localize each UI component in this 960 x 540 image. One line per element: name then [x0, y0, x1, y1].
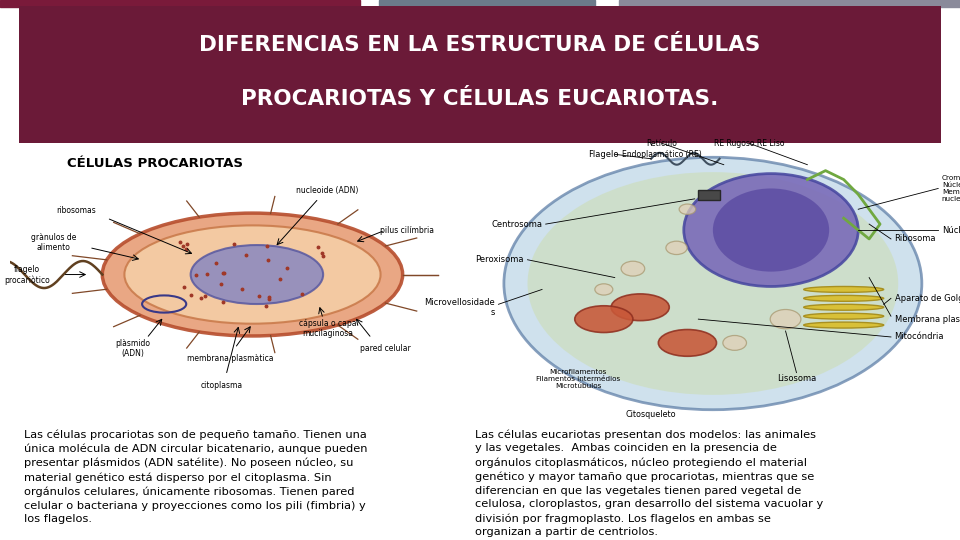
Text: cápsula o capa
mucilaginosa: cápsula o capa mucilaginosa — [299, 319, 356, 338]
Ellipse shape — [659, 329, 716, 356]
Text: PROCARIOTAS Y CÉLULAS EUCARIOTAS.: PROCARIOTAS Y CÉLULAS EUCARIOTAS. — [241, 89, 719, 109]
Text: RE Rugoso RE Liso: RE Rugoso RE Liso — [714, 139, 784, 148]
Ellipse shape — [125, 225, 380, 323]
Bar — [0, 0, 360, 7]
Text: Aparato de Golgi: Aparato de Golgi — [895, 294, 960, 303]
Text: flagelo
procariòtico: flagelo procariòtico — [5, 265, 50, 285]
Ellipse shape — [684, 173, 858, 286]
Text: Microvellosidade
s: Microvellosidade s — [424, 298, 494, 317]
Ellipse shape — [804, 304, 884, 310]
Ellipse shape — [770, 309, 801, 329]
Ellipse shape — [504, 157, 922, 410]
Bar — [19, 6, 941, 143]
Text: membrana plasmàtica: membrana plasmàtica — [187, 354, 274, 362]
Ellipse shape — [679, 204, 696, 214]
Ellipse shape — [575, 306, 633, 333]
Ellipse shape — [103, 213, 402, 336]
Text: Núcleo: Núcleo — [942, 226, 960, 234]
Text: Citosqueleto: Citosqueleto — [626, 410, 677, 418]
Ellipse shape — [666, 241, 687, 254]
Ellipse shape — [713, 188, 829, 272]
Text: citoplasma: citoplasma — [201, 381, 243, 389]
Ellipse shape — [804, 322, 884, 328]
Ellipse shape — [804, 286, 884, 293]
Text: Las células eucariotas presentan dos modelos: las animales
y las vegetales.  Amb: Las células eucariotas presentan dos mod… — [475, 429, 824, 537]
Text: Las células procariotas son de pequeño tamaño. Tienen una
única molécula de ADN : Las células procariotas son de pequeño t… — [24, 429, 368, 524]
Text: Centrosoma: Centrosoma — [492, 220, 542, 228]
Ellipse shape — [621, 261, 645, 276]
Ellipse shape — [804, 313, 884, 319]
Text: pilus cilímbria: pilus cilímbria — [380, 226, 434, 235]
Text: Lisosoma: Lisosoma — [777, 374, 816, 383]
Ellipse shape — [595, 284, 612, 295]
Text: nucleoide (ADN): nucleoide (ADN) — [297, 186, 359, 195]
Text: Cromatina
Núcleo
Membrana
nuclear: Cromatina Núcleo Membrana nuclear — [942, 175, 960, 202]
Text: Mitocóndria: Mitocóndria — [895, 333, 944, 341]
Text: Membrana plasmática: Membrana plasmática — [895, 315, 960, 323]
Text: Peroxisoma: Peroxisoma — [475, 255, 524, 264]
Text: Flagelo: Flagelo — [588, 150, 619, 159]
Text: CÉLULAS PROCARIOTAS: CÉLULAS PROCARIOTAS — [67, 157, 243, 170]
Ellipse shape — [191, 245, 324, 304]
Text: DIFERENCIAS EN LA ESTRUCTURA DE CÉLULAS: DIFERENCIAS EN LA ESTRUCTURA DE CÉLULAS — [200, 35, 760, 55]
Text: grànulos de
alimento: grànulos de alimento — [31, 233, 77, 252]
Text: plàsmido
(ADN): plàsmido (ADN) — [116, 339, 151, 358]
Bar — [698, 190, 720, 200]
Ellipse shape — [528, 172, 899, 395]
Bar — [619, 0, 960, 7]
Ellipse shape — [723, 335, 747, 350]
Text: Retículo
Endoplasmático (RE): Retículo Endoplasmático (RE) — [622, 139, 702, 159]
Ellipse shape — [804, 295, 884, 301]
Bar — [379, 0, 595, 7]
Text: Ribosoma: Ribosoma — [895, 234, 936, 244]
Text: pared celular: pared celular — [360, 344, 410, 353]
Ellipse shape — [612, 294, 669, 321]
Text: Microfilamentos
Filamentos intermédios
Microtúbulos: Microfilamentos Filamentos intermédios M… — [537, 368, 620, 389]
Text: ribosomas: ribosomas — [56, 206, 96, 215]
